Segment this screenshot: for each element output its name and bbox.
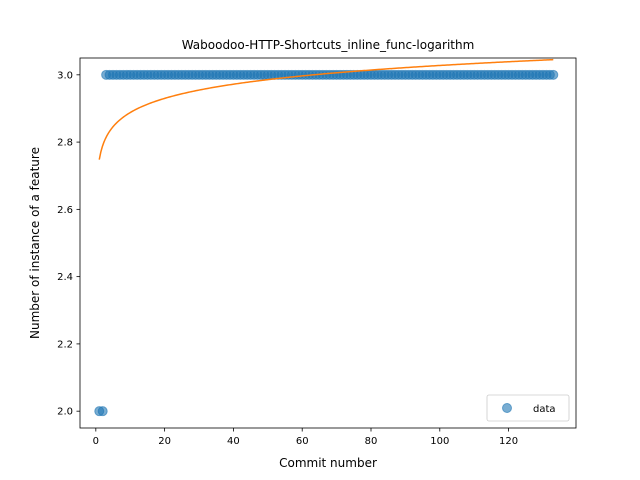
line-layer [98,58,554,160]
x-tick-label: 120 [499,436,518,447]
plot-area [80,58,576,428]
y-tick-label: 3.0 [57,70,73,81]
x-axis-label: Commit number [279,456,377,470]
y-axis-label: Number of instance of a feature [28,147,42,339]
x-tick-label: 0 [93,436,99,447]
y-tick-label: 2.2 [57,339,73,350]
x-tick-label: 60 [296,436,309,447]
y-axis-ticks: 2.0 2.2 2.4 2.6 2.8 3.0 [57,70,80,418]
legend-label-data: data [533,404,556,415]
data-point [548,69,559,80]
x-tick-label: 20 [158,436,171,447]
y-tick-label: 2.0 [57,407,73,418]
x-tick-label: 100 [430,436,449,447]
y-tick-label: 2.8 [57,138,73,149]
data-point [97,406,108,417]
x-axis-ticks: 0 20 40 60 80 100 120 [93,428,518,447]
legend: data [486,394,570,422]
x-tick-label: 80 [365,436,378,447]
y-tick-label: 2.6 [57,205,73,216]
y-tick-label: 2.4 [57,272,73,283]
axes-frame [79,57,577,429]
legend-marker-data [502,403,512,413]
x-tick-label: 40 [227,436,240,447]
chart-title: Waboodoo-HTTP-Shortcuts_inline_func-loga… [182,38,475,52]
legend-box [486,394,570,422]
points-layer [94,69,559,417]
fit-line [98,58,554,160]
